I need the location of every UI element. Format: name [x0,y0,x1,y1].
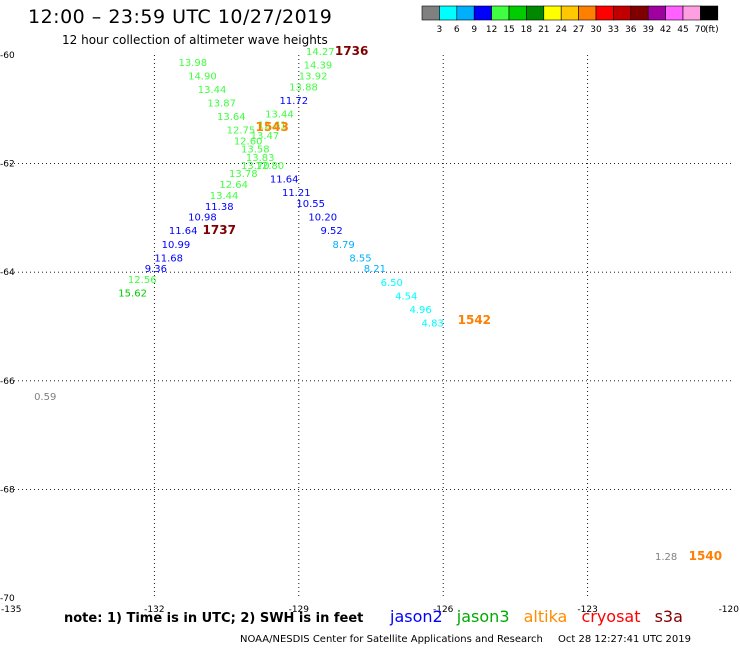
chart-subtitle: 12 hour collection of altimeter wave hei… [62,33,328,47]
pass-time-label: 1736 [335,44,368,58]
satellite-legend: jason2 jason3 altika cryosat s3a [390,607,692,626]
graticule [10,55,732,598]
wave-height-value: 13.83 [246,153,275,164]
wave-height-value: 8.21 [364,264,386,275]
wave-height-value: 6.50 [381,278,403,289]
legend-jason2: jason2 [390,607,443,626]
wave-height-value: 4.83 [422,319,444,330]
chart-title: 12:00 – 23:59 UTC 10/27/2019 [28,6,333,28]
wave-height-value: 0.59 [34,392,56,403]
color-scale-unit: (ft) [705,25,719,35]
pass-time-label: 1542 [458,313,491,327]
latitude-label: -60 [0,51,15,61]
wave-height-value: 15.62 [118,289,147,300]
latitude-label: -70 [0,594,15,604]
longitude-label: -120 [719,605,740,615]
wave-height-value: 12.60 [234,137,263,148]
wave-height-value: 11.64 [169,226,198,237]
color-scale-label: 24 [555,25,567,35]
wave-height-value: 12.64 [219,180,248,191]
wave-height-value: 13.98 [178,58,207,69]
color-scale-label: 27 [573,25,584,35]
legend-cryosat: cryosat [581,607,641,626]
wave-height-value: 11.68 [154,253,183,264]
legend-s3a: s3a [654,607,683,626]
wave-height-value: 13.70 [241,161,270,172]
color-scale-label: 30 [590,25,602,35]
wave-height-value: 12.80 [255,161,284,172]
wave-height-value: 13.58 [241,145,270,156]
wave-height-value: 13.88 [289,82,318,93]
wave-height-value: 13.44 [210,191,239,202]
color-swatch [700,5,719,21]
credit-line: NOAA/NESDIS Center for Satellite Applica… [240,634,691,645]
wave-height-value: 9.52 [320,226,342,237]
longitude-label: -129 [289,605,310,615]
wave-height-value: 11.38 [205,202,234,213]
pass-time-label: 1540 [689,549,722,563]
wave-height-value: 4.54 [395,291,417,302]
wave-height-value: 11.64 [270,175,299,186]
longitude-label: -126 [433,605,454,615]
color-scale-label: 6 [454,25,460,35]
wave-height-value: 13.87 [207,99,236,110]
latitude-label: -64 [0,268,15,278]
wave-height-value: 8.55 [349,253,371,264]
wave-height-value: 13.47 [251,131,280,142]
longitude-label: -135 [1,605,21,615]
wave-height-value: 13.92 [299,71,328,82]
wave-height-value: 1.28 [655,552,677,563]
wave-height-value: 9.36 [145,264,167,275]
color-scale-label: 12 [486,25,497,35]
credit-timestamp: Oct 28 12:27:41 UTC 2019 [558,634,691,645]
wave-height-value: 10.98 [188,213,217,224]
wave-height-value: 12.75 [227,126,256,137]
color-scale-label: 70 [695,25,707,35]
color-scale-label: 3 [437,25,443,35]
color-scale-label: 42 [660,25,671,35]
wave-height-value: 10.55 [296,199,325,210]
color-scale-label: 36 [625,25,637,35]
legend-altika: altika [523,607,568,626]
wave-height-value: 13.44 [265,109,294,120]
latitude-label: -68 [0,485,15,495]
color-scale-label: 33 [608,25,619,35]
wave-height-value: 11.21 [282,188,311,199]
wave-height-value: 8.79 [332,240,354,251]
color-scale-label: 18 [521,25,533,35]
pass-time-label: 1737 [203,223,236,237]
credit-source: NOAA/NESDIS Center for Satellite Applica… [240,634,543,645]
wave-height-value: 13.64 [217,112,246,123]
wave-height-value: 12.56 [128,275,157,286]
color-scale-label: 39 [642,25,654,35]
legend-jason3: jason3 [456,607,510,626]
wave-height-value: 11.72 [280,96,309,107]
longitude-label: -132 [144,605,164,615]
wave-height-value: 14.27 [306,47,335,58]
latitude-label: -66 [0,377,15,387]
color-scale-label: 21 [538,25,549,35]
color-scale-label: 9 [471,25,477,35]
wave-height-value: 14.90 [188,71,217,82]
wave-height-value: 10.20 [308,213,337,224]
pass-time-label: 1543 [255,120,288,134]
wave-height-value: 14.39 [304,61,333,72]
longitude-label: -123 [577,605,597,615]
latitude-label: -62 [0,160,15,170]
note-text: note: 1) Time is in UTC; 2) SWH is in fe… [64,611,364,626]
color-scale-bar: 3 6 9 12 15 18 21 24 27 30 33 36 39 42 45 70(ft) [421,5,719,35]
color-scale-label: 15 [503,25,514,35]
wave-height-value: 13.44 [198,85,227,96]
wave-height-value: 12.61 [258,120,287,131]
color-scale-label: 45 [677,25,688,35]
wave-height-value: 10.99 [162,240,191,251]
wave-height-value: 4.96 [410,305,432,316]
wave-height-value: 13.78 [229,169,258,180]
